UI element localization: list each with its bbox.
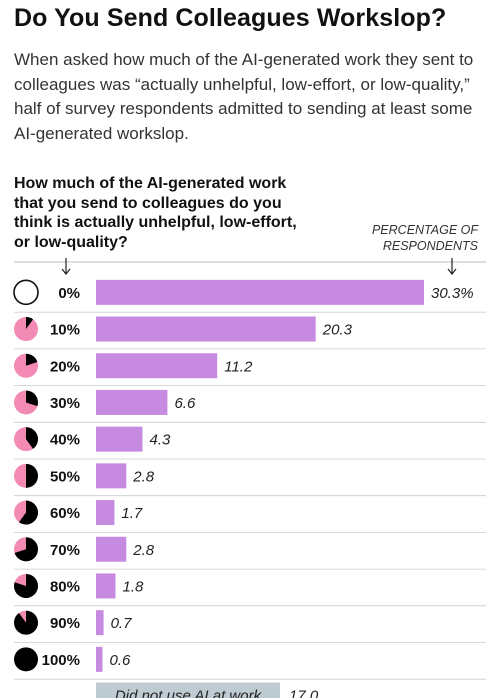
pie-slice-2 [26,353,38,366]
bar-10 [96,646,103,672]
pie-icon-3 [14,390,38,415]
bar-8 [96,573,116,599]
category-arrow [61,258,71,275]
value-label-0: 30.3% [431,285,474,302]
pie-icon-2 [14,353,38,378]
pie-slice-1 [26,317,34,330]
category-arrow-head [61,268,71,275]
value-label-did-not-use-ai: 17.0 [289,688,319,698]
pie-empty-0 [13,279,39,306]
bar-6 [96,500,115,526]
category-label-0: 0% [58,285,80,302]
bar-1 [96,316,316,342]
unit-label-line-2: RESPONDENTS [382,239,478,253]
pie-full-10 [14,647,38,672]
label-did-not-use-ai: Did not use AI at work [115,688,263,698]
pie-icon-9 [14,610,39,635]
survey-question: How much of the AI-generated work that y… [14,175,297,251]
bar-2 [96,353,218,379]
unit-label: PERCENTAGE OF RESPONDENTS [372,222,478,254]
pie-slice-5 [26,463,38,488]
value-label-1: 20.3 [322,322,353,339]
pie-slice-8 [14,573,39,598]
value-label-10: 0.6 [109,652,131,669]
value-label-5: 2.8 [132,468,155,485]
value-label-6: 1.7 [121,505,143,522]
pie-slice-7 [14,537,39,562]
category-label-6: 60% [50,505,80,522]
value-arrow [447,258,457,275]
pie-icon-0 [13,279,39,306]
chart-subtitle: When asked how much of the AI-generated … [14,50,474,143]
value-label-9: 0.7 [111,615,133,632]
category-label-7: 70% [50,542,80,559]
category-label-4: 40% [50,432,80,449]
unit-label-line-1: PERCENTAGE OF [371,223,478,237]
bar-7 [96,536,127,562]
category-label-8: 80% [50,578,80,595]
category-label-1: 10% [50,322,80,339]
bar-3 [96,389,168,415]
pie-slice-3 [26,390,38,407]
pie-icon-4 [14,427,38,452]
value-label-4: 4.3 [150,432,172,449]
value-label-8: 1.8 [122,578,144,595]
pie-icon-10 [14,647,38,672]
pie-slice-4 [26,427,38,449]
category-label-9: 90% [50,615,80,632]
bar-did-not-use-ai [96,682,280,698]
category-label-5: 50% [50,468,80,485]
pie-icon-7 [14,537,39,562]
bar-5 [96,463,127,489]
category-label-10: 100% [42,652,80,669]
bar-9 [96,610,104,636]
pie-slice-6 [18,500,39,525]
pie-icon-8 [14,573,39,598]
pie-icon-5 [14,463,38,488]
value-label-7: 2.8 [132,542,155,559]
value-label-3: 6.6 [174,395,196,412]
pie-icon-6 [14,500,39,525]
pie-slice-9 [14,610,39,635]
chart-title: Do You Send Colleagues Workslop? [14,4,447,32]
pie-icon-1 [14,317,38,342]
value-arrow-head [447,268,457,275]
bar-4 [96,426,143,452]
bar-0 [96,279,424,305]
value-label-2: 11.2 [224,358,253,375]
category-label-2: 20% [50,358,80,375]
category-label-3: 30% [50,395,80,412]
